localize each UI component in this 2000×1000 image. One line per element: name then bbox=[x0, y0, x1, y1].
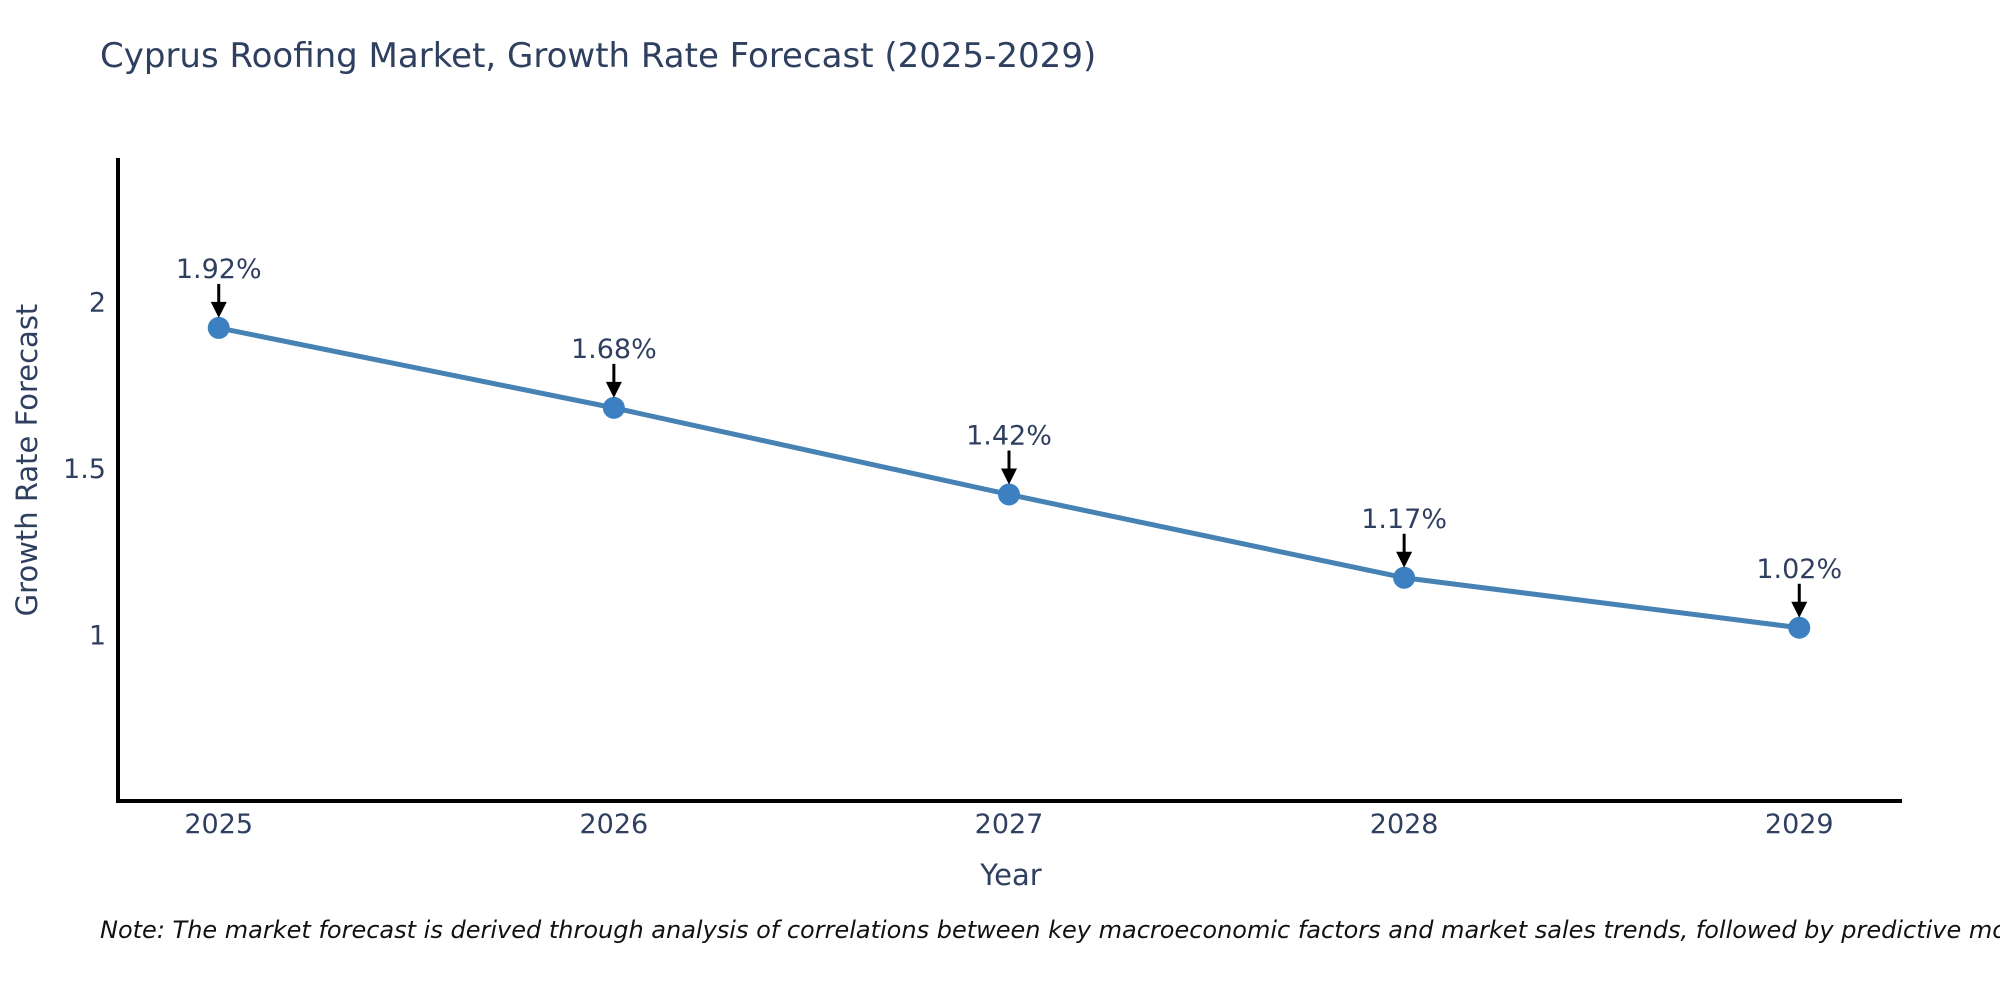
annotation-arrow-head bbox=[210, 301, 227, 318]
annotation-arrow-head bbox=[1791, 601, 1808, 618]
footnote: Note: The market forecast is derived thr… bbox=[100, 916, 2000, 944]
point-value-label: 1.92% bbox=[176, 254, 262, 285]
annotation-arrow-head bbox=[605, 381, 622, 398]
annotation-arrow-head bbox=[1396, 551, 1413, 568]
x-axis-title: Year bbox=[980, 858, 1042, 892]
data-point bbox=[998, 483, 1020, 506]
point-value-label: 1.17% bbox=[1361, 504, 1447, 535]
annotation-arrow-head bbox=[1001, 468, 1017, 485]
x-tick-label: 2029 bbox=[1765, 809, 1834, 840]
data-point bbox=[1393, 566, 1416, 589]
x-tick-label: 2026 bbox=[580, 809, 649, 840]
chart-title: Cyprus Roofing Market, Growth Rate Forec… bbox=[100, 36, 1097, 76]
point-value-label: 1.42% bbox=[966, 420, 1052, 451]
data-point bbox=[207, 316, 230, 339]
y-tick-label: 1 bbox=[89, 620, 106, 651]
x-tick-label: 2025 bbox=[184, 809, 253, 840]
point-value-label: 1.68% bbox=[571, 334, 657, 365]
x-tick-label: 2027 bbox=[975, 809, 1044, 840]
y-tick-label: 2 bbox=[89, 287, 106, 318]
data-point bbox=[1788, 616, 1811, 639]
point-value-label: 1.02% bbox=[1756, 554, 1842, 585]
y-tick-label: 1.5 bbox=[63, 454, 106, 485]
data-point bbox=[602, 396, 625, 419]
x-tick-label: 2028 bbox=[1370, 809, 1439, 840]
